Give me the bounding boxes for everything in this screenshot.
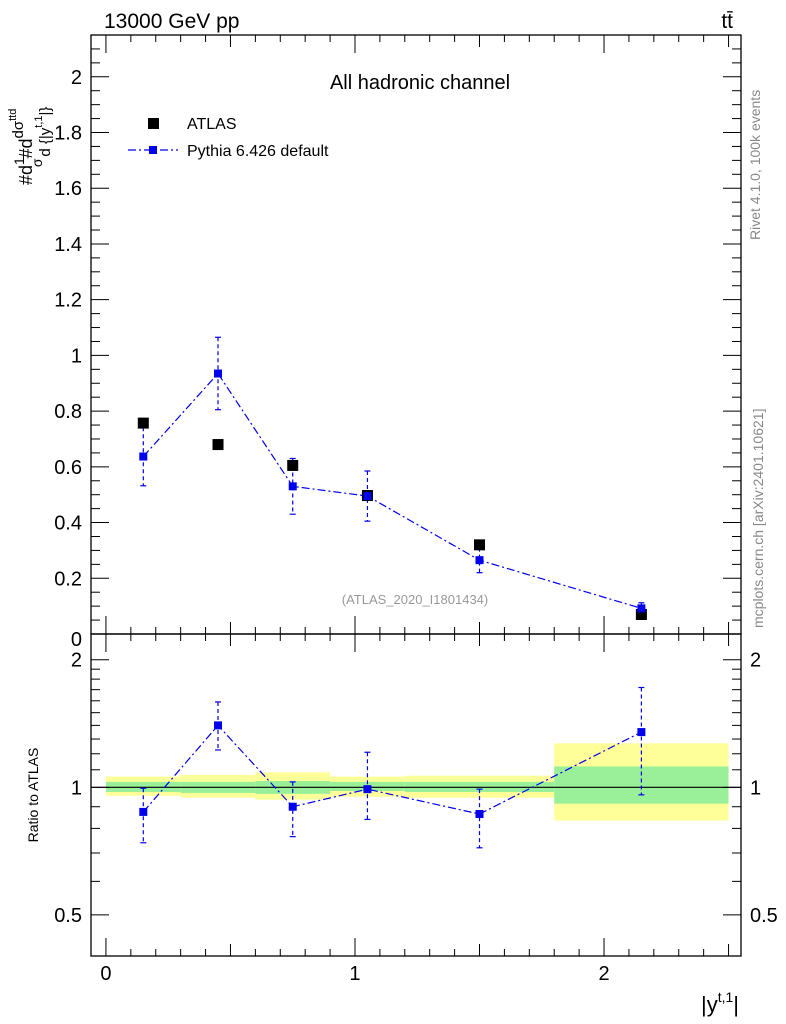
ylabel-sup: ttd	[7, 109, 19, 121]
pythia-main-point	[475, 556, 484, 565]
x-axis-title-close: |	[733, 992, 739, 1017]
pythia-ratio-point	[288, 802, 297, 811]
ylabel-one: 1	[11, 157, 27, 165]
y-axis-title-ratio: Ratio to ATLAS	[25, 748, 41, 843]
pythia-ratio-point	[214, 721, 223, 730]
channel-title: All hadronic channel	[330, 72, 510, 94]
y-tick-label-ratio-left: 0.5	[54, 905, 82, 927]
pythia-ratio-point	[363, 785, 372, 794]
ratio-uncertainty-bands	[91, 743, 741, 821]
y-tick-label-ratio-left: 1	[71, 777, 82, 799]
x-tick-label: 2	[598, 963, 609, 985]
y-tick-label-main: 0.4	[54, 513, 82, 535]
ylabel-densup: t,1	[33, 116, 45, 128]
pythia-main-point	[363, 492, 372, 501]
process-label: tt̄	[721, 10, 733, 33]
energy-label: 13000 GeV pp	[104, 10, 239, 33]
x-tick-label: 1	[349, 963, 360, 985]
y-tick-label-main: 1.4	[54, 234, 82, 256]
pythia-ratio-line	[142, 724, 642, 815]
pythia-ratio-point	[637, 728, 646, 737]
atlas-main-point	[635, 608, 647, 620]
ylabel-mid: #d	[16, 139, 36, 159]
y-tick-label-main: 0.6	[54, 457, 82, 479]
pythia-main-point	[637, 604, 646, 613]
ylabel-sigma: σ	[29, 158, 45, 167]
legend-pythia-label: Pythia 6.426 default	[187, 143, 329, 160]
rivet-version-label: Rivet 4.1.0, 100k events	[747, 90, 763, 240]
atlas-main-point	[287, 459, 299, 471]
legend-atlas-label: ATLAS	[187, 116, 237, 133]
y-axis-title-main: #d1 σ#ddσttdd {|yt,1|}	[7, 107, 54, 185]
ylabel-den: d {|y	[37, 127, 54, 156]
data-series	[137, 336, 647, 849]
ratio-panel-frame	[90, 633, 742, 957]
ylabel-prefix: #d	[16, 165, 36, 185]
y-tick-label-ratio-right: 0.5	[750, 905, 778, 927]
y-tick-label-main: 0.2	[54, 568, 82, 590]
legend-pythia-marker	[149, 146, 157, 154]
y-tick-label-main: 0.8	[54, 401, 82, 423]
x-tick-label: 0	[100, 963, 111, 985]
y-tick-label-main: 1	[71, 345, 82, 367]
pythia-ratio-point	[139, 807, 148, 816]
atlas-main-point	[137, 417, 149, 429]
ylabel-num: dσ	[10, 120, 27, 138]
ylabel-tail: |}	[37, 107, 54, 116]
pythia-main-line	[142, 372, 642, 609]
x-axis-title: |yt,1|	[701, 989, 739, 1017]
y-tick-label-main-zero: 0	[71, 629, 82, 651]
x-axis-title-sup: t,1	[718, 989, 734, 1005]
legend-atlas-marker	[148, 118, 159, 129]
y-tick-label-ratio-left: 2	[71, 650, 82, 672]
y-axis-title-main-text: #d1 σ#ddσttdd {|yt,1|}	[7, 107, 54, 185]
mcplots-label: mcplots.cern.ch [arXiv:2401.10621]	[750, 409, 766, 628]
y-tick-label-main: 2	[71, 67, 82, 89]
legend: ATLAS Pythia 6.426 default	[128, 116, 329, 160]
analysis-watermark: (ATLAS_2020_I1801434)	[342, 592, 488, 607]
pythia-main-point	[288, 482, 297, 491]
y-tick-label-ratio-right: 2	[750, 650, 761, 672]
plot-frames	[90, 34, 742, 957]
y-tick-label-main: 1.2	[54, 290, 82, 312]
atlas-main-point	[212, 439, 224, 451]
pythia-main-point	[139, 452, 148, 461]
y-tick-label-main: 1.8	[54, 123, 82, 145]
y-tick-label-ratio-right: 1	[750, 777, 761, 799]
atlas-main-point	[474, 539, 486, 551]
y-tick-label-main: 1.6	[54, 178, 82, 200]
pythia-ratio-point	[475, 810, 484, 819]
pythia-main-point	[214, 369, 223, 378]
